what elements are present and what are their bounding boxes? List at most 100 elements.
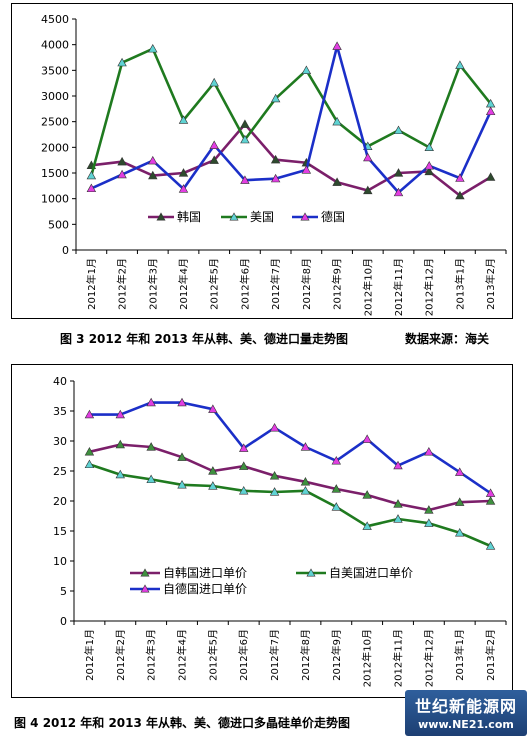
- data-point-1-7: [300, 485, 311, 495]
- data-point-1-9: [362, 521, 372, 530]
- data-point-0-3: [177, 452, 187, 461]
- y-tick-label: 10: [53, 555, 67, 568]
- data-point-2-7: [300, 442, 311, 451]
- series-line-1: [89, 463, 492, 548]
- x-tick-label: 2012年3月: [146, 258, 159, 310]
- data-point-2-11: [424, 446, 434, 456]
- legend-label: 德国: [321, 209, 345, 224]
- data-point-1-6: [269, 487, 280, 496]
- legend-label: 自美国进口单价: [329, 566, 413, 580]
- data-point-0-7: [300, 476, 311, 486]
- data-point-0-6: [270, 154, 281, 164]
- y-tick-label: 3000: [41, 90, 69, 103]
- figure-4-caption: 图 4 2012 年和 2013 年从韩、美、德进口多晶硅单价走势图: [14, 716, 351, 730]
- data-point-0-9: [363, 185, 373, 195]
- y-tick-label: 5: [60, 585, 67, 598]
- data-point-1-12: [455, 60, 465, 69]
- data-point-1-3: [177, 479, 187, 489]
- x-tick-label: 2012年5月: [206, 629, 219, 681]
- legend-swatch-marker: [140, 568, 150, 577]
- data-point-2-6: [270, 173, 281, 183]
- legend-swatch-marker: [306, 568, 316, 577]
- data-point-0-3: [178, 168, 189, 177]
- data-point-2-12: [455, 173, 465, 182]
- data-point-0-13: [485, 496, 496, 505]
- x-tick-label: 2012年6月: [237, 629, 250, 681]
- y-tick-label: 20: [53, 495, 67, 508]
- x-tick-label: 2012年2月: [114, 629, 127, 681]
- data-point-2-12: [455, 467, 465, 476]
- y-tick-label: 500: [48, 218, 69, 231]
- data-point-1-11: [424, 518, 434, 527]
- data-point-0-9: [362, 490, 372, 499]
- x-tick-label: 2012年5月: [208, 258, 221, 310]
- x-tick-label: 2013年2月: [484, 629, 497, 681]
- data-point-0-1: [115, 439, 125, 449]
- data-point-0-11: [424, 166, 434, 176]
- y-tick-label: 0: [62, 244, 69, 257]
- data-point-2-8: [331, 455, 341, 465]
- data-point-2-8: [332, 41, 342, 50]
- legend-label: 自韩国进口单价: [163, 565, 247, 580]
- y-tick-label: 25: [53, 465, 67, 478]
- data-point-2-3: [177, 397, 187, 407]
- x-tick-label: 2012年10月: [361, 629, 374, 687]
- data-point-0-4: [208, 466, 218, 475]
- data-point-0-12: [455, 497, 465, 506]
- data-point-1-10: [393, 125, 404, 135]
- data-point-0-5: [240, 119, 250, 128]
- data-point-2-9: [363, 152, 373, 162]
- series-line-2: [89, 401, 492, 495]
- series-line-2: [90, 44, 492, 194]
- data-point-2-11: [424, 160, 434, 170]
- unit-price-chart-panel: 0 5 10 15 20 25 30 35 40 2012年1月 2012年2月 2012年3月 201…: [11, 364, 513, 698]
- x-tick-label: 2013年2月: [484, 258, 497, 310]
- legend-label: 自德国进口单价: [163, 581, 247, 596]
- data-point-1-2: [146, 474, 156, 484]
- legend-swatch-marker: [156, 212, 166, 221]
- data-point-2-5: [239, 443, 249, 452]
- data-point-1-2: [148, 43, 158, 53]
- legend-label: 美国: [250, 210, 274, 224]
- data-point-0-8: [331, 484, 341, 493]
- x-tick-label: 2012年9月: [331, 258, 344, 310]
- x-tick-label: 2012年1月: [85, 258, 98, 310]
- data-point-1-4: [209, 77, 219, 87]
- data-point-2-1: [117, 169, 127, 179]
- logo-url: www.NE21.com: [418, 718, 514, 731]
- legend-swatch-marker: [140, 584, 150, 593]
- data-point-2-4: [208, 404, 218, 413]
- y-tick-label: 0: [60, 615, 67, 628]
- data-point-1-11: [424, 142, 434, 151]
- data-point-1-3: [178, 115, 189, 124]
- y-tick-label: 30: [53, 435, 67, 448]
- data-point-1-0: [86, 170, 97, 180]
- x-tick-label: 2013年1月: [453, 258, 466, 310]
- x-tick-label: 2012年8月: [299, 629, 312, 681]
- data-point-1-1: [117, 57, 127, 67]
- data-point-2-9: [362, 434, 372, 443]
- data-point-2-7: [301, 165, 312, 174]
- y-tick-label: 4500: [41, 13, 69, 26]
- data-point-2-6: [269, 422, 280, 432]
- import-volume-chart-panel: 0 500 1000 1500 2000 2500 3000 3500 4000 4500 2012…: [11, 3, 513, 319]
- data-point-2-10: [393, 187, 404, 197]
- y-tick-label: 4000: [41, 39, 69, 52]
- data-point-2-10: [393, 460, 403, 470]
- data-point-2-4: [209, 140, 219, 149]
- data-point-1-6: [270, 93, 281, 103]
- x-tick-label: 2012年4月: [176, 629, 189, 681]
- x-tick-label: 2012年12月: [423, 258, 436, 316]
- site-logo: 世纪新能源网 www.NE21.com: [405, 690, 527, 736]
- series-line-0: [89, 443, 491, 512]
- unit-price-chart: 0 5 10 15 20 25 30 35 40 2012年1月 2012年2月 2012年3月 201…: [53, 375, 507, 687]
- data-point-2-2: [148, 155, 158, 165]
- x-tick-label: 2013年1月: [453, 629, 466, 681]
- data-point-1-8: [331, 502, 341, 511]
- x-tick-label: 2012年3月: [145, 629, 158, 681]
- data-point-0-6: [269, 470, 280, 480]
- y-tick-label: 35: [53, 405, 67, 418]
- data-point-1-10: [393, 514, 403, 523]
- x-tick-label: 2012年6月: [238, 258, 251, 310]
- legend-swatch-marker: [229, 212, 239, 221]
